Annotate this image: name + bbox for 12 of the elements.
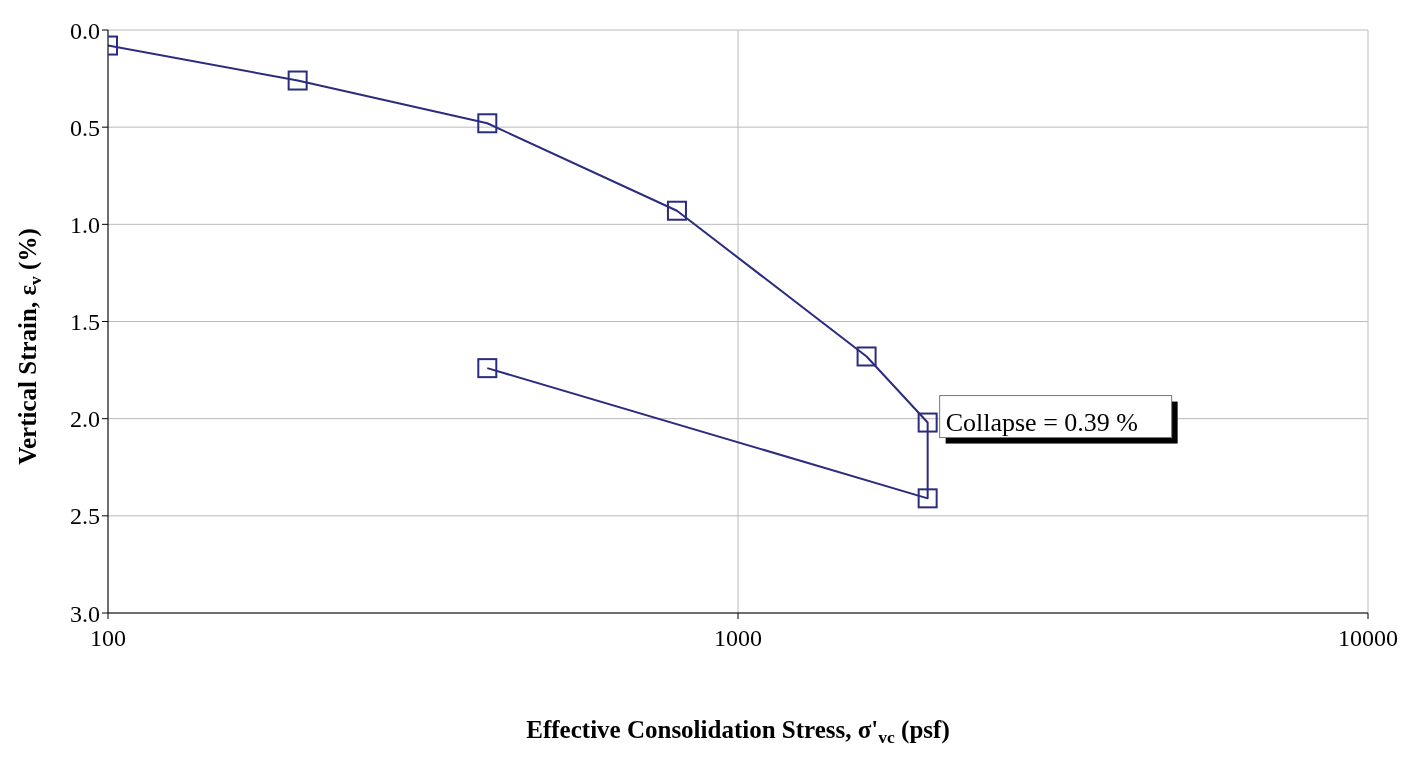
y-tick-label: 0.5 bbox=[70, 114, 100, 141]
annotation: Collapse = 0.39 % bbox=[945, 407, 1138, 437]
y-tick-label: 0.0 bbox=[70, 17, 100, 44]
y-tick-label: 1.5 bbox=[70, 309, 100, 336]
y-tick-label: 3.0 bbox=[70, 600, 100, 627]
x-axis-title: Effective Consolidation Stress, σ'$_{vc}$ (psf) bbox=[526, 716, 950, 747]
y-tick-label: 2.5 bbox=[70, 503, 100, 530]
x-tick-label: 100 bbox=[90, 625, 126, 652]
y-tick-label: 1.0 bbox=[70, 211, 100, 238]
y-tick-label: 2.0 bbox=[70, 406, 100, 433]
x-tick-label: 1000 bbox=[714, 625, 762, 652]
x-tick-label: 10000 bbox=[1338, 625, 1398, 652]
